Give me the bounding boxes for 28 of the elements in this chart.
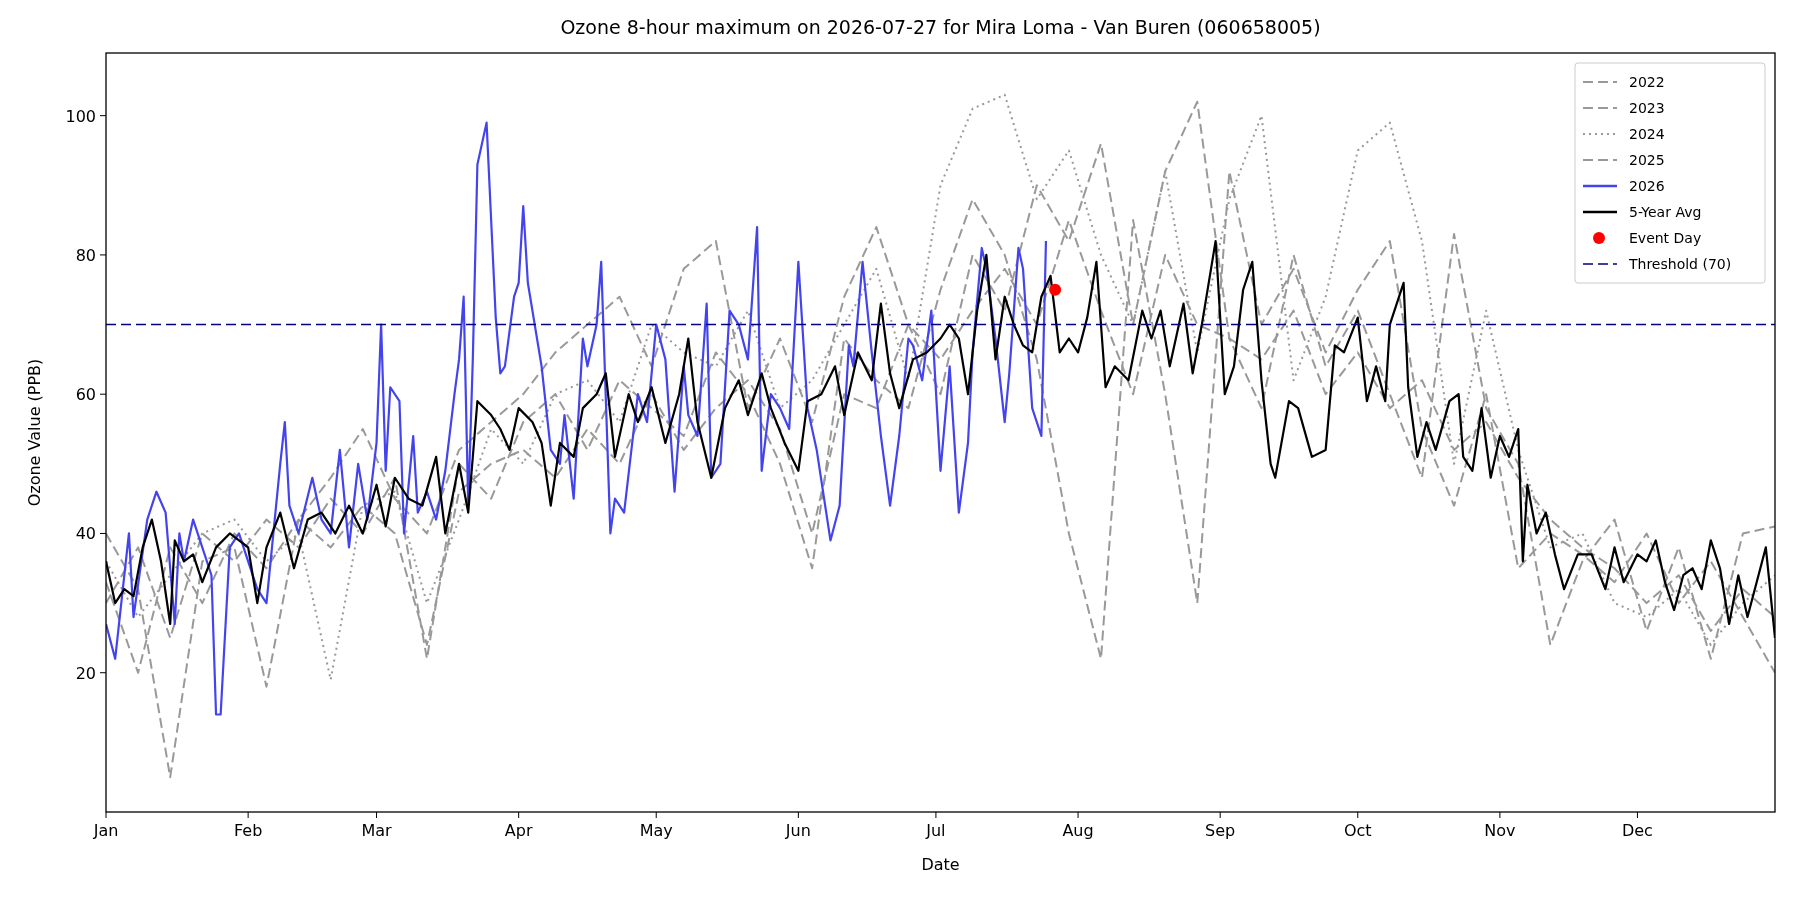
x-tick-label: Jun [784,821,811,840]
x-tick-label: Oct [1343,821,1372,840]
y-tick-label: 60 [75,385,96,405]
chart-title: Ozone 8-hour maximum on 2026-07-27 for Mira Loma - Van Buren (060658005) [560,16,1321,38]
legend-label: 2022 [1629,74,1665,90]
y-tick-label: 40 [75,524,96,544]
x-tick-label: Jan [92,821,119,840]
legend-label: 2026 [1629,178,1665,194]
x-tick-label: Feb [233,821,263,840]
legend-label: Threshold (70) [1628,256,1732,272]
x-axis-title: Date [921,855,960,874]
x-tick-label: Aug [1062,821,1094,840]
y-tick-label: 20 [75,663,96,683]
y-tick-label: 80 [75,245,96,265]
x-tick-label: Apr [504,821,533,840]
x-tick-label: May [639,821,673,840]
legend-label: Event Day [1629,230,1702,246]
y-tick-label: 100 [65,106,96,126]
x-tick-label: Dec [1621,821,1653,840]
legend-label: 2023 [1629,100,1665,116]
legend-label: 2024 [1629,126,1665,142]
x-tick-label: Mar [361,821,393,840]
y-axis-title: Ozone Value (PPB) [25,358,44,507]
x-tick-label: Sep [1205,821,1236,840]
legend-label: 2025 [1629,152,1665,168]
x-tick-label: Jul [925,821,946,840]
x-tick-label: Nov [1484,821,1516,840]
legend-label: 5-Year Avg [1629,204,1702,220]
